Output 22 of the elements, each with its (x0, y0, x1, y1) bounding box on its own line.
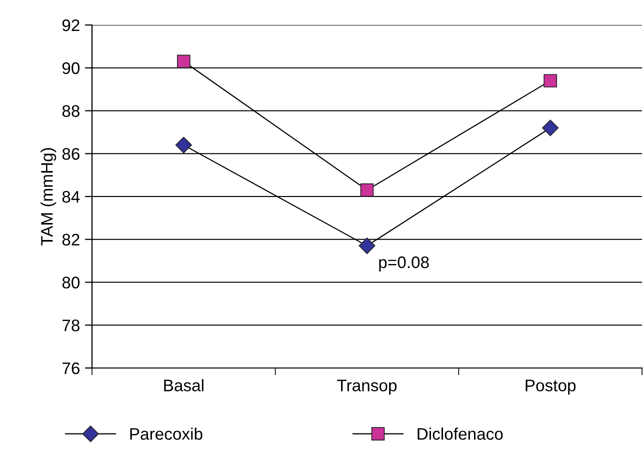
legend-label: Diclofenaco (418, 428, 503, 440)
y-tick-label: 90 (62, 62, 80, 74)
legend-label: Parecoxib (130, 428, 202, 440)
x-tick-label: Transop (337, 380, 397, 395)
y-tick-label: 80 (62, 276, 80, 288)
x-tick-label: Postop (526, 380, 576, 395)
point (176, 54, 190, 68)
y-tick-label: 86 (62, 148, 80, 160)
y-tick-label: 92 (62, 19, 80, 32)
x-tick-label: Basal (164, 379, 204, 392)
point (542, 120, 559, 136)
y-tick-label: 88 (62, 105, 80, 117)
point (358, 238, 376, 254)
point (544, 74, 558, 88)
y-tick-label: 84 (62, 190, 80, 203)
annotation: p=0.08 (379, 256, 429, 272)
y-axis-title: TAM (mmHg) (40, 148, 56, 246)
y-tick-label: 78 (62, 320, 80, 332)
point (175, 136, 192, 154)
y-tick-label: 76 (62, 362, 80, 374)
point (360, 183, 374, 197)
y-tick-label: 82 (62, 234, 80, 246)
